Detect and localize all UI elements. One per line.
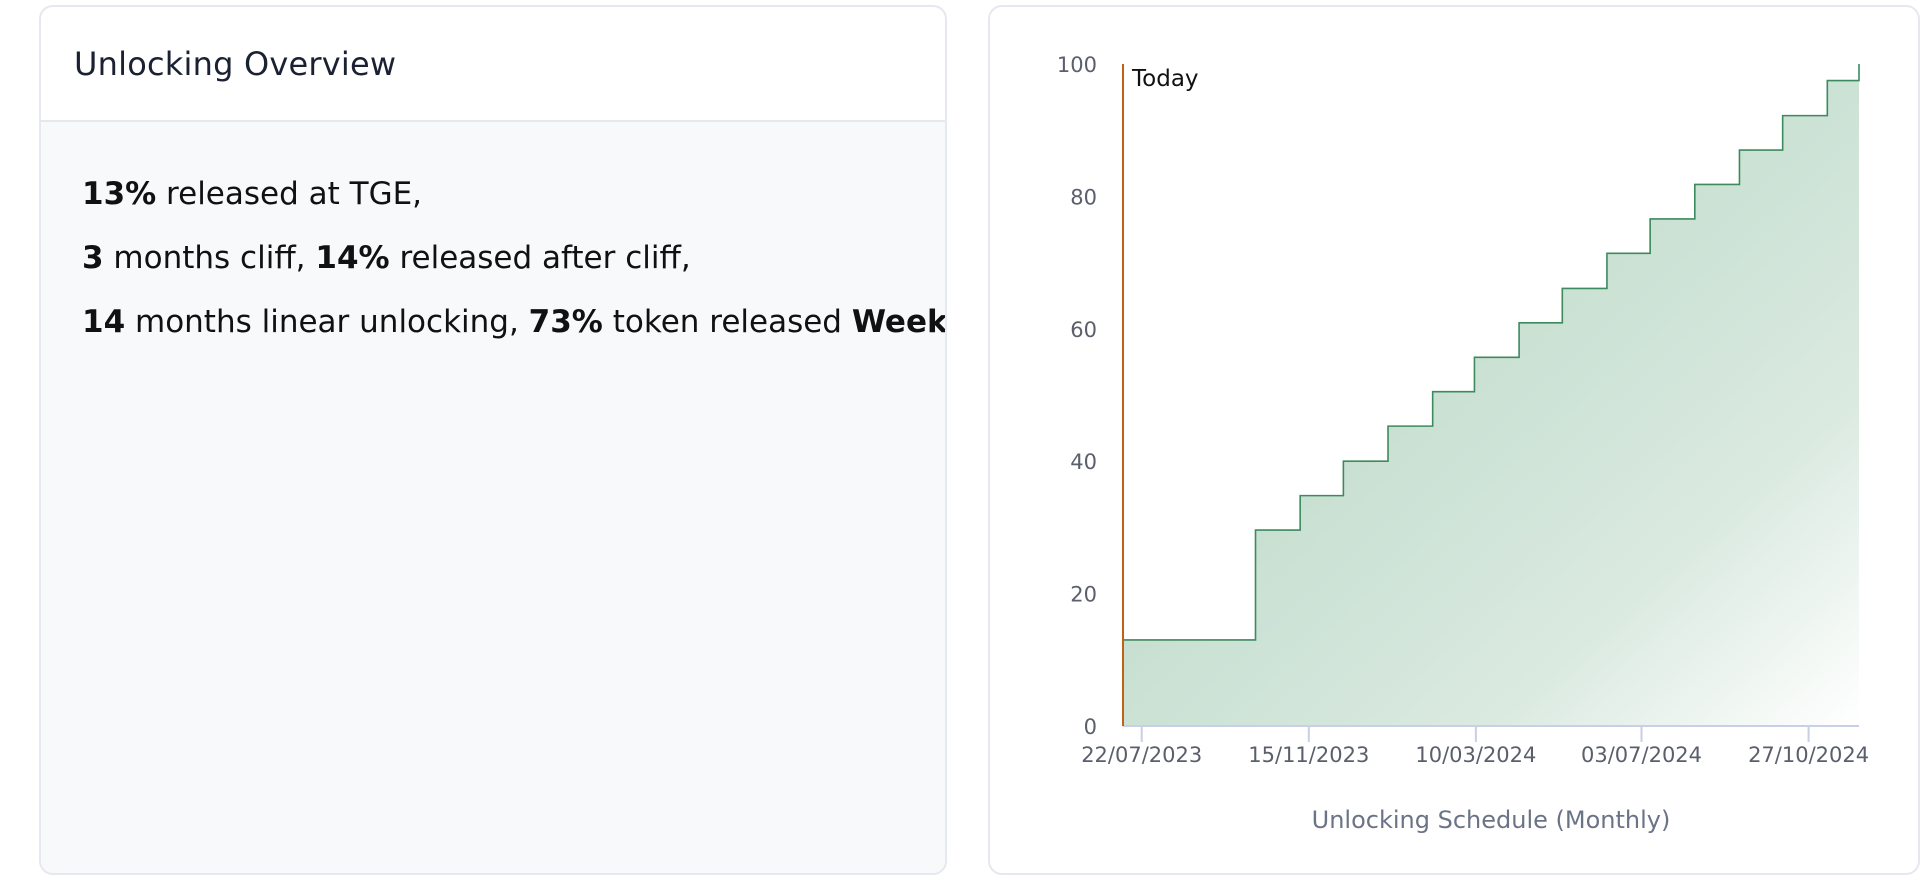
release-frequency: Weekly xyxy=(851,304,947,340)
linear-text-a: months linear unlocking, xyxy=(125,304,529,340)
tge-percent: 13% xyxy=(82,176,157,212)
linear-percent: 73% xyxy=(528,304,603,340)
linear-line: 14 months linear unlocking, 73% token re… xyxy=(82,290,945,354)
plot-layer xyxy=(1123,64,1860,726)
tge-line: 13% released at TGE, xyxy=(82,162,905,226)
unlock-schedule-chart: 22/07/2023 15/11/2023 10/03/2024 03/07/2024… xyxy=(1057,53,1869,834)
x-tick-label: 15/11/2023 xyxy=(1248,743,1369,767)
linear-text-b: token released xyxy=(602,304,852,340)
cliff-text-a: months cliff, xyxy=(103,240,316,276)
unlocking-overview-card: Unlocking Overview 13% released at TGE, … xyxy=(39,5,947,875)
x-axis-title: Unlocking Schedule (Monthly) xyxy=(1312,806,1671,834)
tge-text: released at TGE, xyxy=(156,176,423,212)
overview-body: 13% released at TGE, 3 months cliff, 14%… xyxy=(41,122,945,873)
y-tick-label: 40 xyxy=(1070,450,1097,474)
cliff-line: 3 months cliff, 14% released after cliff… xyxy=(82,226,905,290)
y-tick-label: 100 xyxy=(1057,53,1097,77)
y-tick-label: 0 xyxy=(1084,715,1097,739)
axis-layer: 22/07/2023 15/11/2023 10/03/2024 03/07/2024… xyxy=(1057,53,1869,767)
cliff-months: 3 xyxy=(82,240,104,276)
y-tick-label: 20 xyxy=(1070,583,1097,607)
unlock-area xyxy=(1123,64,1859,726)
x-tick-label: 03/07/2024 xyxy=(1581,743,1702,767)
y-tick-label: 80 xyxy=(1070,185,1097,209)
card-header: Unlocking Overview xyxy=(41,7,945,122)
linear-months: 14 xyxy=(82,304,126,340)
unlock-step-line xyxy=(1123,64,1860,641)
x-tick-label: 27/10/2024 xyxy=(1748,743,1869,767)
x-tick-label: 22/07/2023 xyxy=(1081,743,1202,767)
cliff-percent: 14% xyxy=(315,240,390,276)
today-marker-label: Today xyxy=(1131,66,1199,92)
card-title: Unlocking Overview xyxy=(74,44,397,83)
unlock-schedule-chart-card: 22/07/2023 15/11/2023 10/03/2024 03/07/2024… xyxy=(988,5,1920,875)
y-tick-label: 60 xyxy=(1070,318,1097,342)
cliff-text-b: released after cliff, xyxy=(389,240,691,276)
x-tick-label: 10/03/2024 xyxy=(1415,743,1536,767)
